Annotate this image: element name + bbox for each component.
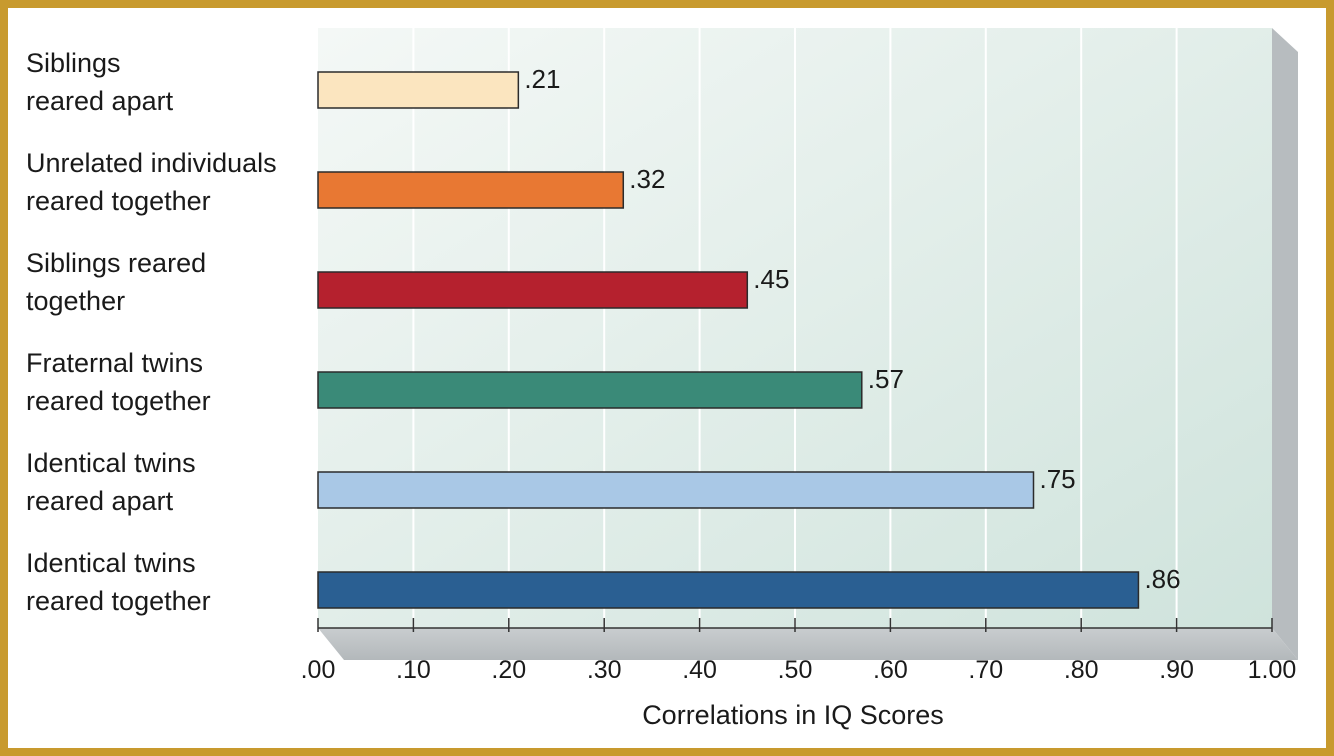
- x-tick-label: .90: [1159, 656, 1194, 684]
- x-tick-label: .80: [1064, 656, 1099, 684]
- category-label: Siblings reared apart: [26, 48, 174, 116]
- x-tick-label: .40: [682, 656, 717, 684]
- x-tick-label: .30: [587, 656, 622, 684]
- x-tick-label: 1.00: [1248, 656, 1297, 684]
- x-tick-label: .10: [396, 656, 431, 684]
- x-tick-label: .50: [778, 656, 813, 684]
- category-label: Identical twins reared apart: [26, 448, 196, 516]
- bar-value-label: .75: [1040, 464, 1076, 494]
- x-axis-label: Correlations in IQ Scores: [642, 700, 944, 730]
- category-label: Identical twins reared together: [26, 548, 211, 616]
- category-label: Fraternal twins reared together: [26, 348, 211, 416]
- bar: [317, 71, 520, 109]
- bar-chart: .21 .32 .45 .57 .75 .86 .00 .10 .20 .30 .40 .50 .60…: [301, 28, 1298, 684]
- x-tick-label: .60: [873, 656, 908, 684]
- bar: [317, 471, 1035, 509]
- bar-value-label: .86: [1144, 564, 1180, 594]
- plot-side-wall: [1272, 28, 1298, 660]
- bar: [317, 271, 749, 309]
- x-tick-label: .20: [491, 656, 526, 684]
- chart-frame: .21 .32 .45 .57 .75 .86 .00 .10 .20 .30 .40 .50 .60…: [8, 8, 1326, 748]
- bar: [317, 571, 1140, 609]
- category-label: Siblings reared together: [26, 248, 207, 316]
- bar-value-label: .32: [629, 164, 665, 194]
- x-tick-label: .70: [968, 656, 1003, 684]
- bar-value-label: .57: [868, 364, 904, 394]
- bar-value-label: .21: [524, 64, 560, 94]
- x-tick-label: .00: [301, 656, 336, 684]
- plot-floor: [318, 628, 1298, 660]
- category-label: Unrelated individuals reared together: [26, 148, 277, 216]
- bar-value-label: .45: [753, 264, 789, 294]
- bar: [317, 171, 625, 209]
- bar: [317, 371, 863, 409]
